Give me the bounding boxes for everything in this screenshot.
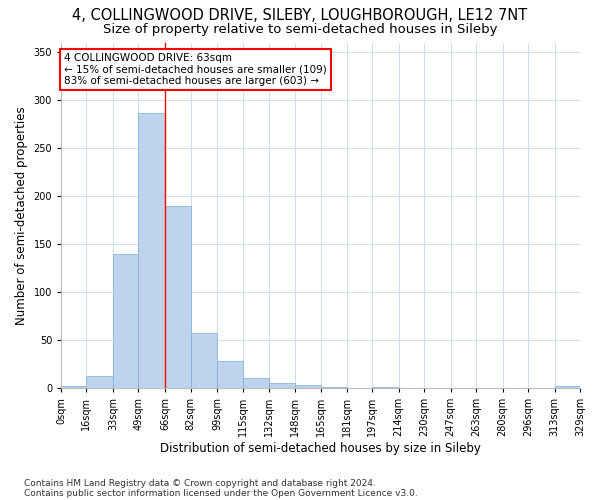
Bar <box>555 386 580 388</box>
Bar <box>372 387 398 388</box>
Y-axis label: Number of semi-detached properties: Number of semi-detached properties <box>15 106 28 324</box>
Bar <box>139 112 165 388</box>
Bar <box>217 361 242 388</box>
Text: Size of property relative to semi-detached houses in Sileby: Size of property relative to semi-detach… <box>103 22 497 36</box>
X-axis label: Distribution of semi-detached houses by size in Sileby: Distribution of semi-detached houses by … <box>160 442 481 455</box>
Text: 4, COLLINGWOOD DRIVE, SILEBY, LOUGHBOROUGH, LE12 7NT: 4, COLLINGWOOD DRIVE, SILEBY, LOUGHBOROU… <box>73 8 527 22</box>
Bar <box>113 254 139 388</box>
Bar <box>86 376 113 388</box>
Text: 4 COLLINGWOOD DRIVE: 63sqm
← 15% of semi-detached houses are smaller (109)
83% o: 4 COLLINGWOOD DRIVE: 63sqm ← 15% of semi… <box>64 53 327 86</box>
Bar <box>269 383 295 388</box>
Text: Contains public sector information licensed under the Open Government Licence v3: Contains public sector information licen… <box>24 488 418 498</box>
Bar <box>295 385 322 388</box>
Bar <box>165 206 191 388</box>
Bar <box>61 386 86 388</box>
Bar <box>191 334 217 388</box>
Bar <box>322 387 347 388</box>
Bar <box>242 378 269 388</box>
Text: Contains HM Land Registry data © Crown copyright and database right 2024.: Contains HM Land Registry data © Crown c… <box>24 478 376 488</box>
